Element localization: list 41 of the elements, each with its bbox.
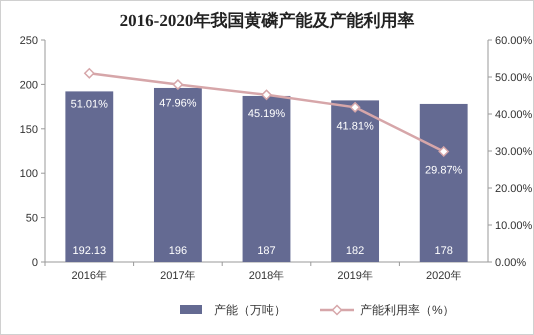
- data-label: 51.01%: [70, 98, 108, 110]
- data-label: 41.81%: [336, 120, 374, 132]
- x-tick-label: 2020年: [426, 270, 462, 282]
- point: [261, 90, 272, 100]
- y2-tick-label: 50.00%: [495, 72, 533, 84]
- y2-tick-label: 0.00%: [495, 257, 526, 269]
- point: [350, 102, 360, 113]
- y2-tick-label: 10.00%: [495, 220, 533, 232]
- data-label: 45.19%: [248, 108, 286, 120]
- x-tick-label: 2016年: [72, 270, 108, 282]
- data-label: 29.87%: [425, 164, 463, 176]
- bar: [331, 100, 380, 262]
- x-tick-label: 2018年: [248, 270, 284, 282]
- data-label: 178: [434, 245, 453, 257]
- legend-label: 产能利用率（%）: [360, 303, 455, 317]
- y2-tick-label: 60.00%: [495, 35, 533, 47]
- point: [84, 68, 95, 79]
- y-tick-label: 0: [32, 257, 38, 269]
- bar: [154, 88, 202, 262]
- point: [172, 79, 184, 90]
- x-tick-label: 2017年: [160, 270, 196, 282]
- y2-tick-label: 30.00%: [495, 146, 533, 158]
- point: [438, 146, 449, 157]
- data-label: 182: [346, 245, 364, 257]
- data-label: 187: [257, 245, 276, 257]
- y2-tick-label: 40.00%: [495, 109, 533, 121]
- y-tick-label: 200: [20, 79, 38, 92]
- y2-tick-label: 20.00%: [495, 183, 533, 195]
- y-tick-label: 250: [20, 35, 38, 47]
- data-label: 192.13: [72, 245, 106, 257]
- bar: [420, 104, 468, 262]
- chart-title: 2016-2020年我国黄磷产能及产能利用率: [120, 11, 414, 30]
- y-tick-label: 100: [20, 168, 38, 180]
- data-label: 47.96%: [159, 98, 197, 110]
- bar: [65, 91, 114, 262]
- y-tick-label: 50: [26, 212, 38, 225]
- x-tick-label: 2019年: [337, 270, 373, 282]
- y-tick-label: 150: [20, 124, 38, 136]
- legend-label: 产能（万吨）: [214, 303, 286, 317]
- data-label: 196: [168, 245, 188, 257]
- bar: [242, 96, 290, 262]
